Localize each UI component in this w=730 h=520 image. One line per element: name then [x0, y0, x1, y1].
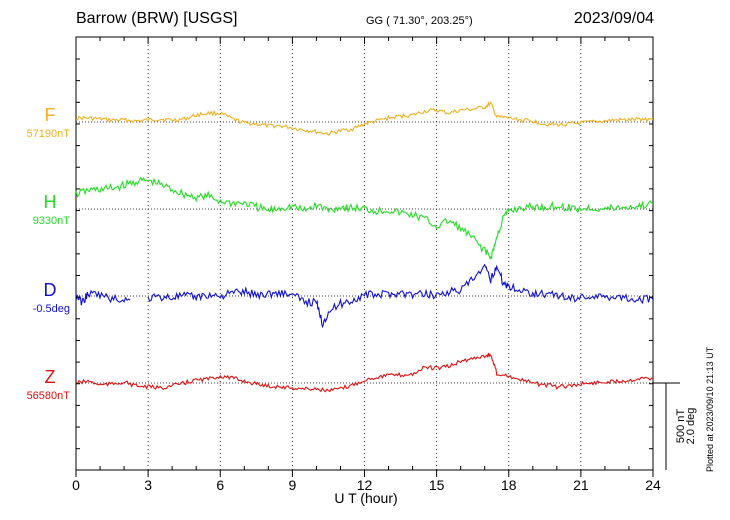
x-tick-label: 15	[429, 477, 445, 493]
x-tick-labels: 0 3 6 9 12 15 18 21 24	[72, 477, 661, 493]
axis-ticks	[75, 37, 654, 477]
baseline-label-f: 57190nT	[26, 128, 70, 140]
scale-bar: 500 nT2.0 deg	[653, 382, 697, 470]
baseline-label-d: -0.5deg	[32, 303, 70, 315]
baselines	[76, 121, 653, 384]
component-label-h: H	[43, 192, 57, 212]
series-line-d	[75, 289, 131, 306]
x-tick-label: 21	[573, 477, 589, 493]
x-tick-label: 6	[216, 477, 224, 493]
baseline-label-z: 56580nT	[26, 390, 70, 402]
x-tick-label: 18	[501, 477, 517, 493]
series-line-z	[76, 352, 653, 393]
baseline-label-h: 9330nT	[32, 215, 70, 227]
plotted-timestamp: Plotted at 2023/09/10 21:13 UT	[705, 346, 715, 472]
series-line-f	[75, 101, 653, 136]
series-lines	[75, 101, 654, 393]
series-line-h	[75, 176, 654, 260]
geographic-coordinates: GG ( 71.30°, 203.25°)	[366, 15, 473, 27]
grid-lines	[147, 37, 582, 470]
scale-label-nt: 500 nT	[675, 409, 687, 444]
x-tick-label: 3	[144, 477, 152, 493]
component-label-d: D	[43, 280, 57, 300]
scale-label-deg: 2.0 deg	[685, 408, 697, 445]
component-label-z: Z	[44, 367, 56, 387]
component-label-f: F	[44, 105, 56, 125]
x-tick-label: 24	[645, 477, 661, 493]
x-tick-label: 12	[357, 477, 373, 493]
station-title: Barrow (BRW) [USGS]	[76, 10, 238, 27]
x-tick-label: 9	[288, 477, 296, 493]
plot-date: 2023/09/04	[573, 10, 654, 27]
series-line-d	[147, 263, 654, 329]
x-axis-label: U T (hour)	[334, 490, 397, 506]
x-tick-label: 0	[72, 477, 80, 493]
